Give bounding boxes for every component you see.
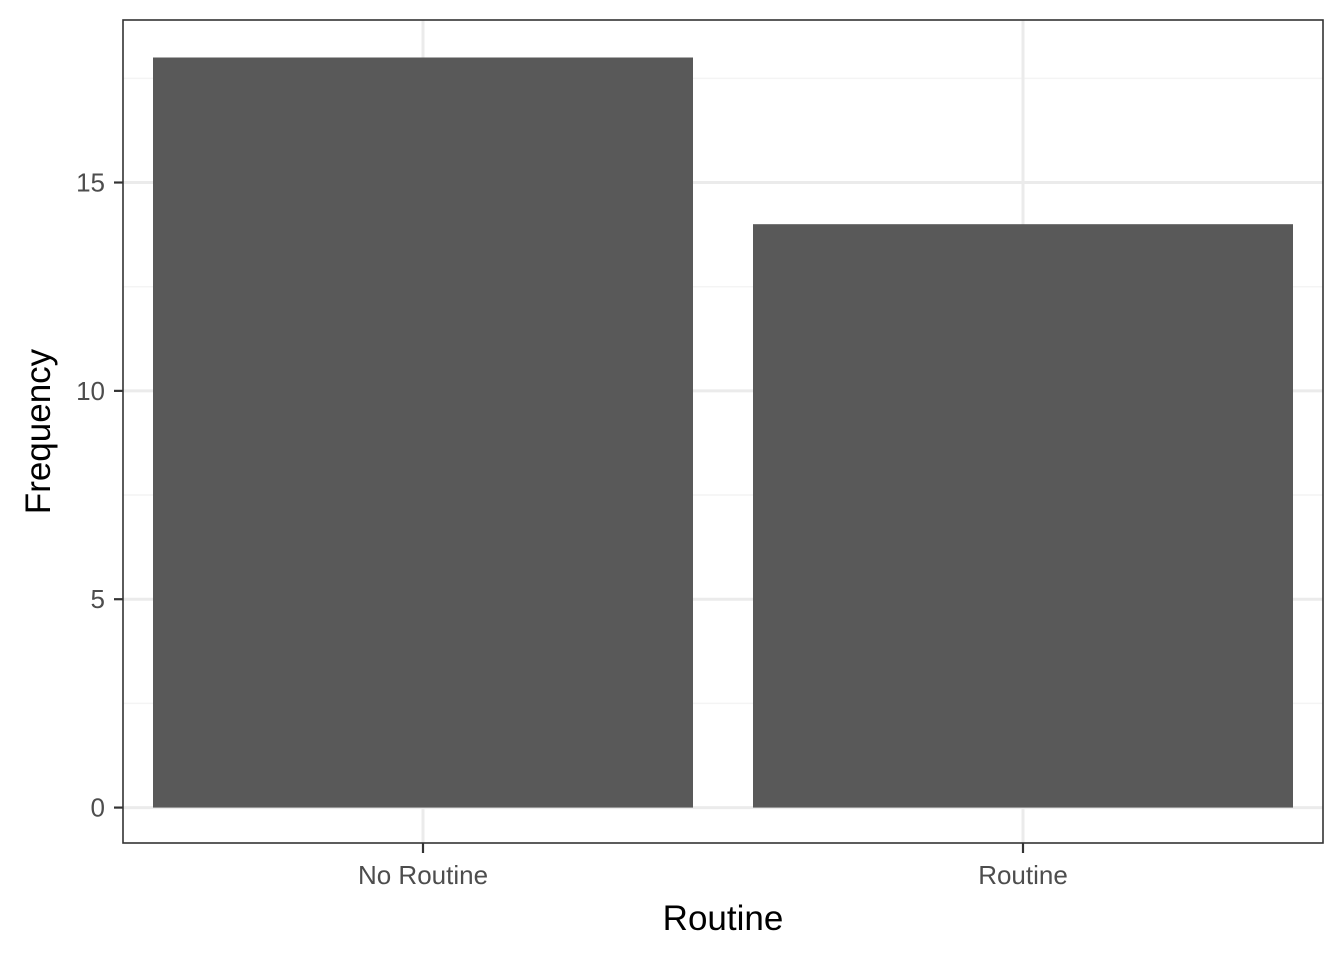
y-axis: 0 5 10 15 bbox=[76, 168, 123, 823]
x-axis-title: Routine bbox=[663, 899, 784, 938]
y-tick-label: 0 bbox=[91, 793, 105, 823]
panel-border bbox=[122, 19, 1324, 844]
bar-no-routine bbox=[153, 57, 693, 808]
bar-routine bbox=[753, 224, 1293, 808]
y-tick-label: 15 bbox=[76, 168, 105, 198]
x-tick-label: Routine bbox=[978, 860, 1068, 890]
y-tick-label: 10 bbox=[76, 376, 105, 406]
y-tick-label: 5 bbox=[91, 584, 105, 614]
x-axis: No Routine Routine bbox=[358, 843, 1068, 890]
x-tick-label: No Routine bbox=[358, 860, 488, 890]
bars bbox=[153, 57, 1293, 808]
y-axis-title: Frequency bbox=[19, 348, 58, 514]
